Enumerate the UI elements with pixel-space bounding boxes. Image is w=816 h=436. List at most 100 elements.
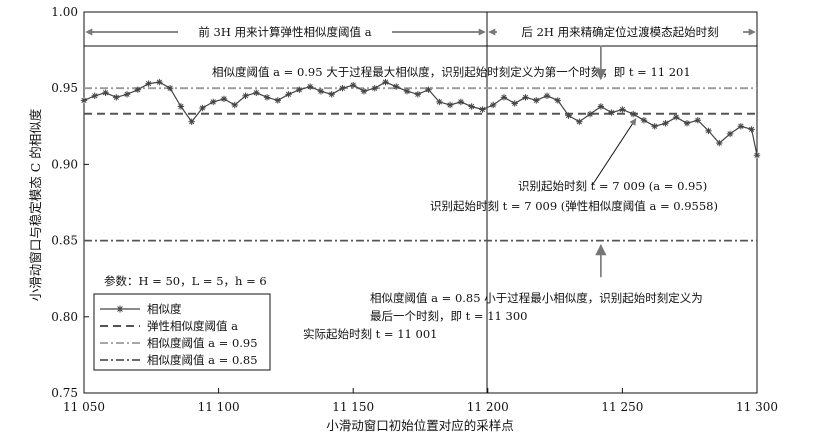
legend-title: 参数：H = 50，L = 5，h = 6 bbox=[104, 274, 267, 288]
similarity-point-48 bbox=[597, 103, 605, 110]
similarity-point-4 bbox=[123, 91, 131, 98]
similarity-point-59 bbox=[716, 139, 723, 147]
similarity-point-30 bbox=[403, 88, 411, 95]
similarity-point-8 bbox=[166, 85, 174, 92]
similarity-point-3 bbox=[113, 94, 120, 101]
similarity-point-25 bbox=[350, 81, 357, 89]
x-tick-label-1: 11 100 bbox=[198, 400, 240, 414]
similarity-point-32 bbox=[425, 86, 432, 93]
similarity-point-35 bbox=[457, 98, 465, 106]
x-axis-ticks: 11 050 11 100 11 150 11 200 11 250 11 300 bbox=[63, 388, 778, 414]
similarity-point-61 bbox=[737, 123, 745, 130]
annotation-arrow-start bbox=[592, 118, 637, 185]
similarity-point-43 bbox=[543, 92, 551, 100]
similarity-point-18 bbox=[274, 97, 282, 104]
x-tick-label-3: 11 200 bbox=[467, 400, 509, 414]
similarity-point-63 bbox=[753, 152, 761, 159]
legend-item-1: 弹性相似度阈值 a bbox=[100, 319, 238, 333]
legend-item-3-label: 相似度阈值 a = 0.85 bbox=[147, 353, 258, 367]
legend-item-0-marker bbox=[116, 305, 124, 313]
similarity-point-17 bbox=[263, 94, 271, 101]
similarity-point-19 bbox=[285, 91, 292, 98]
similarity-line bbox=[83, 81, 758, 156]
legend-item-0: 相似度 bbox=[100, 302, 182, 316]
legend-item-2: 相似度阈值 a = 0.95 bbox=[100, 336, 258, 350]
plot-frame bbox=[83, 11, 758, 394]
similarity-point-24 bbox=[339, 85, 346, 92]
legend-item-0-label: 相似度 bbox=[147, 302, 182, 316]
legend-item-3: 相似度阈值 a = 0.85 bbox=[100, 353, 258, 367]
legend-item-2-label: 相似度阈值 a = 0.95 bbox=[147, 336, 258, 350]
similarity-point-37 bbox=[479, 106, 486, 113]
annotation-start-095: 识别起始时刻 t = 7 009 (a = 0.95) bbox=[518, 179, 707, 193]
threshold-lines bbox=[84, 87, 757, 242]
similarity-point-40 bbox=[511, 100, 518, 107]
top-bracket-right-label: 后 2H 用来精确定位过渡模态起始时刻 bbox=[521, 25, 718, 39]
similarity-point-2 bbox=[102, 89, 109, 96]
y-axis-label: 小滑动窗口与稳定模态 C 的相似度 bbox=[28, 108, 43, 301]
top-bracket-left-label: 前 3H 用来计算弹性相似度阈值 a bbox=[198, 25, 371, 39]
y-tick-label-0: 0.75 bbox=[51, 386, 78, 400]
similarity-point-36 bbox=[468, 103, 475, 110]
y-tick-label-4: 0.95 bbox=[51, 81, 78, 95]
annotation-threshold-085-line1: 相似度阈值 a = 0.85 小于过程最小相似度，识别起始时刻定义为 bbox=[370, 291, 703, 305]
annotation-threshold-085-line2: 最后一个时刻，即 t = 11 300 bbox=[370, 309, 527, 323]
legend-box bbox=[93, 293, 271, 371]
x-axis-label: 小滑动窗口初始位置对应的采样点 bbox=[326, 418, 514, 433]
similarity-point-54 bbox=[662, 120, 669, 127]
similarity-point-16 bbox=[253, 89, 260, 96]
y-tick-label-2: 0.85 bbox=[51, 234, 78, 248]
similarity-point-13 bbox=[220, 95, 228, 103]
y-tick-label-5: 1.00 bbox=[51, 5, 78, 19]
similarity-point-55 bbox=[673, 113, 680, 121]
similarity-point-51 bbox=[629, 110, 637, 118]
similarity-point-62 bbox=[748, 126, 755, 133]
similarity-point-9 bbox=[177, 103, 185, 110]
similarity-point-6 bbox=[145, 80, 152, 87]
similarity-point-34 bbox=[446, 101, 454, 109]
similarity-point-42 bbox=[533, 97, 540, 104]
similarity-point-45 bbox=[565, 112, 572, 119]
annotation-start-elastic: 识别起始时刻 t = 7 009 (弹性相似度阈值 a = 0.9558) bbox=[430, 199, 718, 213]
similarity-point-60 bbox=[726, 130, 734, 138]
similarity-point-58 bbox=[705, 127, 712, 135]
similarity-point-41 bbox=[522, 94, 529, 101]
similarity-point-7 bbox=[156, 78, 163, 86]
similarity-point-11 bbox=[199, 104, 206, 112]
y-tick-label-1: 0.80 bbox=[51, 310, 78, 324]
annotation-threshold-095: 相似度阈值 a = 0.95 大于过程最大相似度，识别起始时刻定义为第一个时刻，… bbox=[212, 65, 691, 79]
similarity-point-49 bbox=[608, 109, 615, 116]
y-tick-label-3: 0.90 bbox=[51, 157, 78, 171]
similarity-point-46 bbox=[576, 118, 583, 125]
x-tick-label-4: 11 250 bbox=[601, 400, 643, 414]
similarity-point-52 bbox=[640, 117, 648, 124]
similarity-point-50 bbox=[619, 106, 626, 113]
x-tick-label-2: 11 150 bbox=[332, 400, 374, 414]
similarity-point-12 bbox=[210, 98, 217, 106]
x-tick-label-5: 11 300 bbox=[736, 400, 778, 414]
similarity-point-28 bbox=[382, 78, 389, 86]
similarity-point-47 bbox=[586, 110, 594, 118]
legend-item-1-label: 弹性相似度阈值 a bbox=[147, 319, 238, 333]
similarity-point-26 bbox=[360, 88, 368, 95]
similarity-point-20 bbox=[296, 86, 303, 93]
similarity-series bbox=[80, 78, 761, 159]
x-tick-label-0: 11 050 bbox=[63, 400, 105, 414]
similarity-point-0 bbox=[80, 97, 88, 104]
similarity-point-44 bbox=[554, 97, 561, 104]
similarity-point-5 bbox=[134, 86, 142, 93]
similarity-point-10 bbox=[188, 118, 195, 125]
similarity-point-22 bbox=[317, 88, 325, 95]
similarity-point-27 bbox=[371, 85, 378, 92]
similarity-point-15 bbox=[242, 92, 249, 100]
similarity-point-56 bbox=[683, 120, 691, 127]
similarity-point-57 bbox=[694, 117, 701, 124]
y-axis-ticks: 0.75 0.80 0.85 0.90 0.95 1.00 bbox=[51, 5, 89, 400]
similarity-point-31 bbox=[414, 91, 422, 98]
similarity-point-39 bbox=[500, 94, 508, 101]
similarity-point-53 bbox=[651, 123, 658, 130]
similarity-point-29 bbox=[393, 83, 400, 90]
annotation-actual-start: 实际起始时刻 t = 11 001 bbox=[303, 327, 437, 341]
